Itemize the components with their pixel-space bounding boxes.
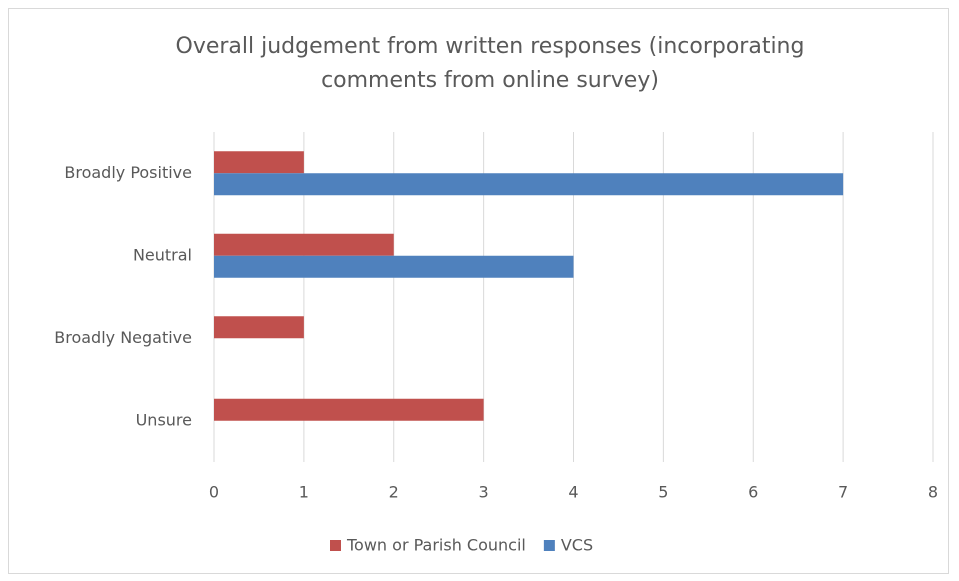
bar xyxy=(214,398,484,421)
bar xyxy=(214,316,304,339)
x-tick-label: 4 xyxy=(568,483,578,502)
y-tick-label: Broadly Negative xyxy=(54,328,192,347)
bar xyxy=(214,255,574,278)
x-tick-label: 2 xyxy=(389,483,399,502)
y-tick-label: Neutral xyxy=(133,245,192,264)
y-tick-label: Unsure xyxy=(136,410,192,429)
legend-swatch xyxy=(330,540,341,551)
chart-title: Overall judgement from written responses… xyxy=(175,34,805,93)
legend-label: Town or Parish Council xyxy=(346,536,526,555)
legend-label: VCS xyxy=(561,536,593,555)
x-tick-label: 8 xyxy=(928,483,938,502)
chart-border xyxy=(8,8,949,574)
x-tick-label: 1 xyxy=(299,483,309,502)
x-tick-label: 3 xyxy=(479,483,489,502)
bar xyxy=(214,173,844,196)
x-tick-label: 5 xyxy=(658,483,668,502)
x-tick-label: 0 xyxy=(209,483,219,502)
bar xyxy=(214,233,394,256)
x-tick-label: 7 xyxy=(838,483,848,502)
x-tick-label: 6 xyxy=(748,483,758,502)
bar xyxy=(214,151,304,174)
legend-swatch xyxy=(543,540,555,551)
y-tick-label: Broadly Positive xyxy=(64,163,192,182)
